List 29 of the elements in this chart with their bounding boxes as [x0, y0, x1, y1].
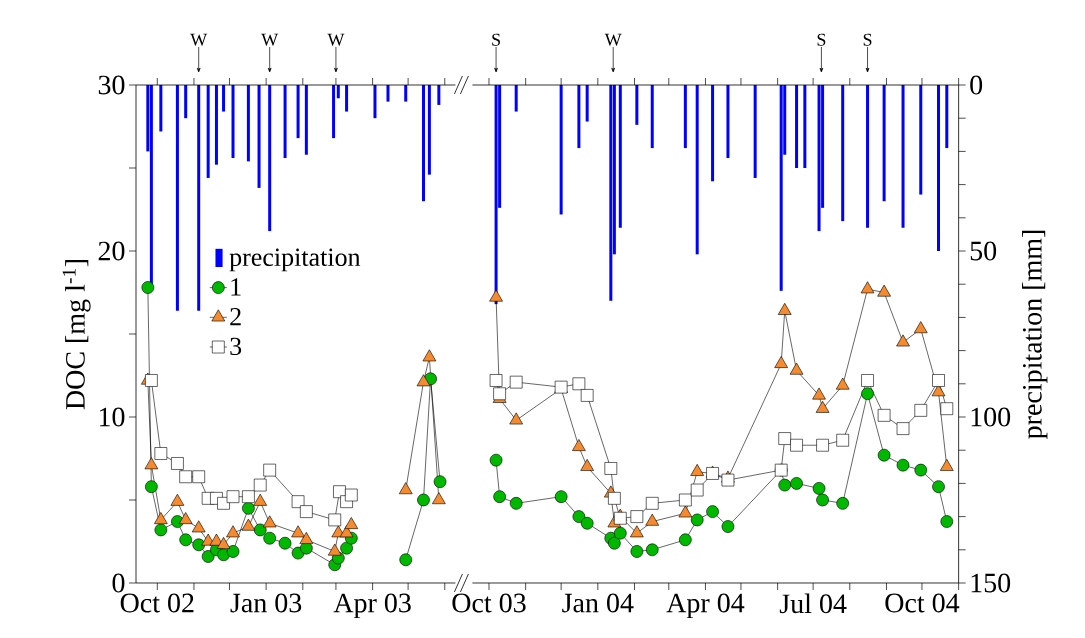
- x-tick-label: Oct 04: [885, 593, 960, 613]
- legend-label: precipitation: [229, 248, 361, 272]
- annotation: W: [190, 33, 208, 46]
- x-tick-label: Oct 03: [452, 593, 526, 613]
- legend-label: 3: [230, 337, 242, 356]
- y-tick-label: 30: [98, 75, 125, 95]
- x-tick-label: Jul 04: [779, 593, 847, 614]
- y2-axis-title: precipitation [mm]: [1022, 230, 1048, 439]
- x-tick-label: Jan 04: [562, 593, 634, 613]
- annotation: S: [492, 33, 500, 46]
- y-tick-label: 20: [98, 241, 125, 261]
- legend-label: 1: [231, 278, 241, 296]
- y-tick-label: 10: [99, 407, 125, 427]
- legend-label: 2: [230, 307, 241, 326]
- annotation: W: [604, 33, 622, 46]
- x-tick-label: Apr 04: [666, 593, 745, 619]
- y-tick-label: 0: [112, 573, 125, 593]
- y2-tick-label: 50: [970, 241, 997, 261]
- y-axis-title: DOC [mg l$^{-1}$]: [62, 260, 91, 410]
- x-tick-label: Apr 03: [333, 593, 411, 619]
- x-tick-label: Oct 02: [120, 593, 194, 613]
- annotation: W: [261, 33, 279, 46]
- annotation: S: [817, 33, 826, 46]
- y2-tick-label: 0: [970, 75, 983, 95]
- y2-tick-label: 100: [971, 407, 1011, 427]
- annotation: S: [863, 33, 872, 46]
- y2-tick-label: 150: [971, 573, 1011, 593]
- annotation: W: [327, 33, 345, 46]
- x-tick-label: Jan 03: [230, 593, 302, 613]
